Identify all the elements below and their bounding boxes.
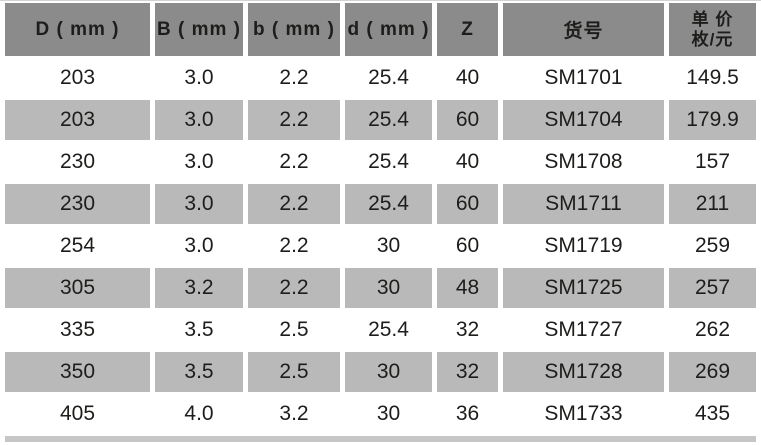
table-body: 203 3.0 2.2 25.4 40 SM1701 149.5 203 3.0 2.2 25.4 6… — [5, 58, 756, 434]
table-row: 305 3.2 2.2 30 48 SM1725 257 — [5, 268, 756, 308]
column-header-unit-price-line2: 枚/元 — [691, 29, 734, 49]
cell-teeth-z: 36 — [437, 394, 498, 434]
header-row: D ( mm ) B ( mm ) b ( mm ) d ( mm ) Z 货号单 价枚/… — [5, 3, 756, 56]
cell-d-outer-mm: 254 — [5, 226, 150, 266]
cell-b-small-mm: 2.2 — [248, 268, 340, 308]
column-header-b-cap-mm: B ( mm ) — [155, 3, 243, 56]
column-header-d-outer-mm: D ( mm ) — [5, 3, 150, 56]
table-row: 405 4.0 3.2 30 36 SM1733 435 — [5, 394, 756, 434]
cell-d-outer-mm: 350 — [5, 352, 150, 392]
cell-b-small-mm: 3.2 — [248, 394, 340, 434]
cell-d-bore-mm: 25.4 — [345, 142, 432, 182]
cell-d-outer-mm: 230 — [5, 184, 150, 224]
cell-item-no: SM1727 — [503, 310, 664, 350]
cell-unit-price: 179.9 — [669, 100, 756, 140]
cell-b-cap-mm: 3.5 — [155, 352, 243, 392]
cell-b-small-mm: 2.5 — [248, 352, 340, 392]
cell-item-no: SM1719 — [503, 226, 664, 266]
table-row: 335 3.5 2.5 25.4 32 SM1727 262 — [5, 310, 756, 350]
cell-d-outer-mm: 203 — [5, 100, 150, 140]
column-header-unit-price: 单 价枚/元 — [669, 3, 756, 56]
cell-b-small-mm: 2.2 — [248, 226, 340, 266]
cell-item-no: SM1704 — [503, 100, 664, 140]
cell-unit-price: 259 — [669, 226, 756, 266]
cell-unit-price: 269 — [669, 352, 756, 392]
cell-teeth-z: 32 — [437, 310, 498, 350]
cell-d-outer-mm: 305 — [5, 268, 150, 308]
cell-teeth-z: 40 — [437, 142, 498, 182]
cell-d-bore-mm: 25.4 — [345, 184, 432, 224]
cell-d-bore-mm: 30 — [345, 352, 432, 392]
cell-unit-price: 149.5 — [669, 58, 756, 98]
table-row: 350 3.5 2.5 30 32 SM1728 269 — [5, 352, 756, 392]
cell-item-no: SM1725 — [503, 268, 664, 308]
column-header-unit-price-line1: 单 价 — [691, 9, 734, 29]
table-row: 230 3.0 2.2 25.4 60 SM1711 211 — [5, 184, 756, 224]
cell-unit-price: 262 — [669, 310, 756, 350]
cell-b-small-mm: 2.2 — [248, 100, 340, 140]
cell-b-cap-mm: 4.0 — [155, 394, 243, 434]
cell-unit-price: 211 — [669, 184, 756, 224]
cell-teeth-z: 40 — [437, 58, 498, 98]
column-header-b-small-mm: b ( mm ) — [248, 3, 340, 56]
table-row: 203 3.0 2.2 25.4 60 SM1704 179.9 — [5, 100, 756, 140]
cell-b-small-mm: 2.5 — [248, 310, 340, 350]
cell-b-cap-mm: 3.0 — [155, 184, 243, 224]
cell-b-small-mm: 2.2 — [248, 142, 340, 182]
column-header-item-no: 货号 — [503, 3, 664, 56]
cell-unit-price: 157 — [669, 142, 756, 182]
column-header-d-bore-mm: d ( mm ) — [345, 3, 432, 56]
cell-d-outer-mm: 405 — [5, 394, 150, 434]
cell-b-cap-mm: 3.0 — [155, 58, 243, 98]
cell-b-cap-mm: 3.0 — [155, 226, 243, 266]
cell-item-no: SM1728 — [503, 352, 664, 392]
cell-b-cap-mm: 3.5 — [155, 310, 243, 350]
cell-d-outer-mm: 203 — [5, 58, 150, 98]
cell-d-outer-mm: 230 — [5, 142, 150, 182]
cell-teeth-z: 60 — [437, 184, 498, 224]
cell-unit-price: 257 — [669, 268, 756, 308]
cell-item-no: SM1733 — [503, 394, 664, 434]
cell-d-outer-mm: 335 — [5, 310, 150, 350]
spec-price-table: D ( mm ) B ( mm ) b ( mm ) d ( mm ) Z 货号单 价枚/… — [0, 1, 761, 436]
table-row: 203 3.0 2.2 25.4 40 SM1701 149.5 — [5, 58, 756, 98]
table-row: 230 3.0 2.2 25.4 40 SM1708 157 — [5, 142, 756, 182]
cell-item-no: SM1711 — [503, 184, 664, 224]
cell-b-cap-mm: 3.0 — [155, 100, 243, 140]
cell-unit-price: 435 — [669, 394, 756, 434]
cell-teeth-z: 48 — [437, 268, 498, 308]
cell-d-bore-mm: 25.4 — [345, 100, 432, 140]
column-header-teeth-z: Z — [437, 3, 498, 56]
cell-item-no: SM1701 — [503, 58, 664, 98]
cell-teeth-z: 60 — [437, 100, 498, 140]
cell-d-bore-mm: 30 — [345, 268, 432, 308]
table-row: 254 3.0 2.2 30 60 SM1719 259 — [5, 226, 756, 266]
bottom-divider-bar — [5, 436, 756, 442]
cell-d-bore-mm: 30 — [345, 394, 432, 434]
cell-b-cap-mm: 3.0 — [155, 142, 243, 182]
cell-item-no: SM1708 — [503, 142, 664, 182]
cell-d-bore-mm: 30 — [345, 226, 432, 266]
cell-d-bore-mm: 25.4 — [345, 310, 432, 350]
cell-d-bore-mm: 25.4 — [345, 58, 432, 98]
cell-b-small-mm: 2.2 — [248, 184, 340, 224]
cell-teeth-z: 60 — [437, 226, 498, 266]
cell-b-small-mm: 2.2 — [248, 58, 340, 98]
cell-teeth-z: 32 — [437, 352, 498, 392]
cell-b-cap-mm: 3.2 — [155, 268, 243, 308]
